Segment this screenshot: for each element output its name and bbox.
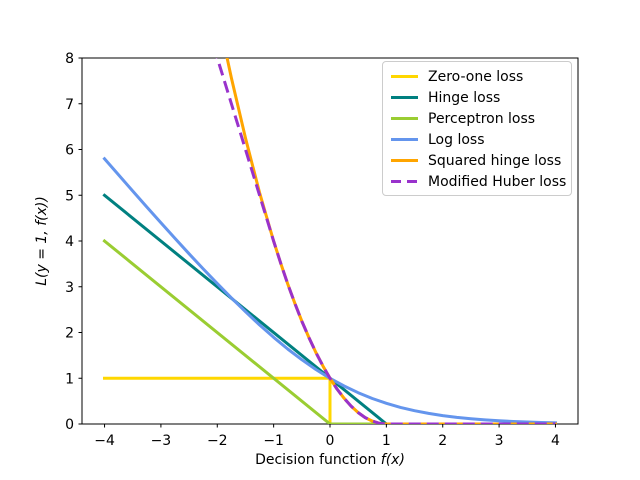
x-tick-label: −2 xyxy=(207,433,228,449)
legend-swatch-modified-huber-loss xyxy=(391,180,418,183)
legend-label: Perceptron loss xyxy=(428,110,536,127)
y-tick-label: 8 xyxy=(65,51,74,67)
y-axis-label: L(y = 1, f(x)) xyxy=(34,196,50,286)
series-perceptron-loss xyxy=(102,238,557,424)
legend-swatch-log-loss xyxy=(391,138,418,141)
legend-item-perceptron-loss: Perceptron loss xyxy=(391,108,571,129)
legend-item-log-loss: Log loss xyxy=(391,129,571,150)
legend-swatch-hinge-loss xyxy=(391,96,418,99)
x-tick-label: 2 xyxy=(438,433,447,449)
x-tick-label: −3 xyxy=(151,433,172,449)
y-tick-label: 0 xyxy=(65,417,74,433)
y-tick-label: 4 xyxy=(65,234,74,250)
y-tick-label: 1 xyxy=(65,371,74,387)
x-tick-label: 0 xyxy=(326,433,335,449)
series-zero-one-loss xyxy=(103,376,557,424)
legend-label: Modified Huber loss xyxy=(428,173,567,190)
legend-item-zero-one-loss: Zero-one loss xyxy=(391,66,571,87)
loss-curves xyxy=(102,58,558,424)
legend-item-modified-huber-loss: Modified Huber loss xyxy=(391,171,571,192)
legend-swatch-perceptron-loss xyxy=(391,117,418,120)
legend-label: Squared hinge loss xyxy=(428,152,562,169)
y-tick-label: 7 xyxy=(65,97,74,113)
legend: Zero-one loss Hinge loss Perceptron loss Lo… xyxy=(382,61,572,196)
axis-ticks: −4 −3 −2 −1 0 1 2 3 4 0 1 2 3 4 5 6 7 8 xyxy=(65,51,560,449)
legend-label: Log loss xyxy=(428,131,485,148)
legend-item-squared-hinge-loss: Squared hinge loss xyxy=(391,150,571,171)
x-tick-label: 4 xyxy=(551,433,560,449)
x-axis-label-text: Decision function xyxy=(255,452,381,468)
x-axis-label: Decision function f(x) xyxy=(255,452,405,468)
legend-swatch-zero-one-loss xyxy=(391,75,418,78)
x-tick-label: −4 xyxy=(94,433,115,449)
y-tick-label: 3 xyxy=(65,280,74,296)
y-tick-label: 6 xyxy=(65,143,74,159)
y-tick-label: 2 xyxy=(65,326,74,342)
series-hinge-loss xyxy=(102,193,557,424)
legend-label: Zero-one loss xyxy=(428,68,524,85)
legend-label: Hinge loss xyxy=(428,89,501,106)
x-axis-label-math: f(x) xyxy=(381,452,405,468)
y-tick-label: 5 xyxy=(65,188,74,204)
x-tick-label: 3 xyxy=(495,433,504,449)
legend-swatch-squared-hinge-loss xyxy=(391,159,418,162)
legend-item-hinge-loss: Hinge loss xyxy=(391,87,571,108)
x-tick-label: −1 xyxy=(263,433,284,449)
x-tick-label: 1 xyxy=(382,433,391,449)
